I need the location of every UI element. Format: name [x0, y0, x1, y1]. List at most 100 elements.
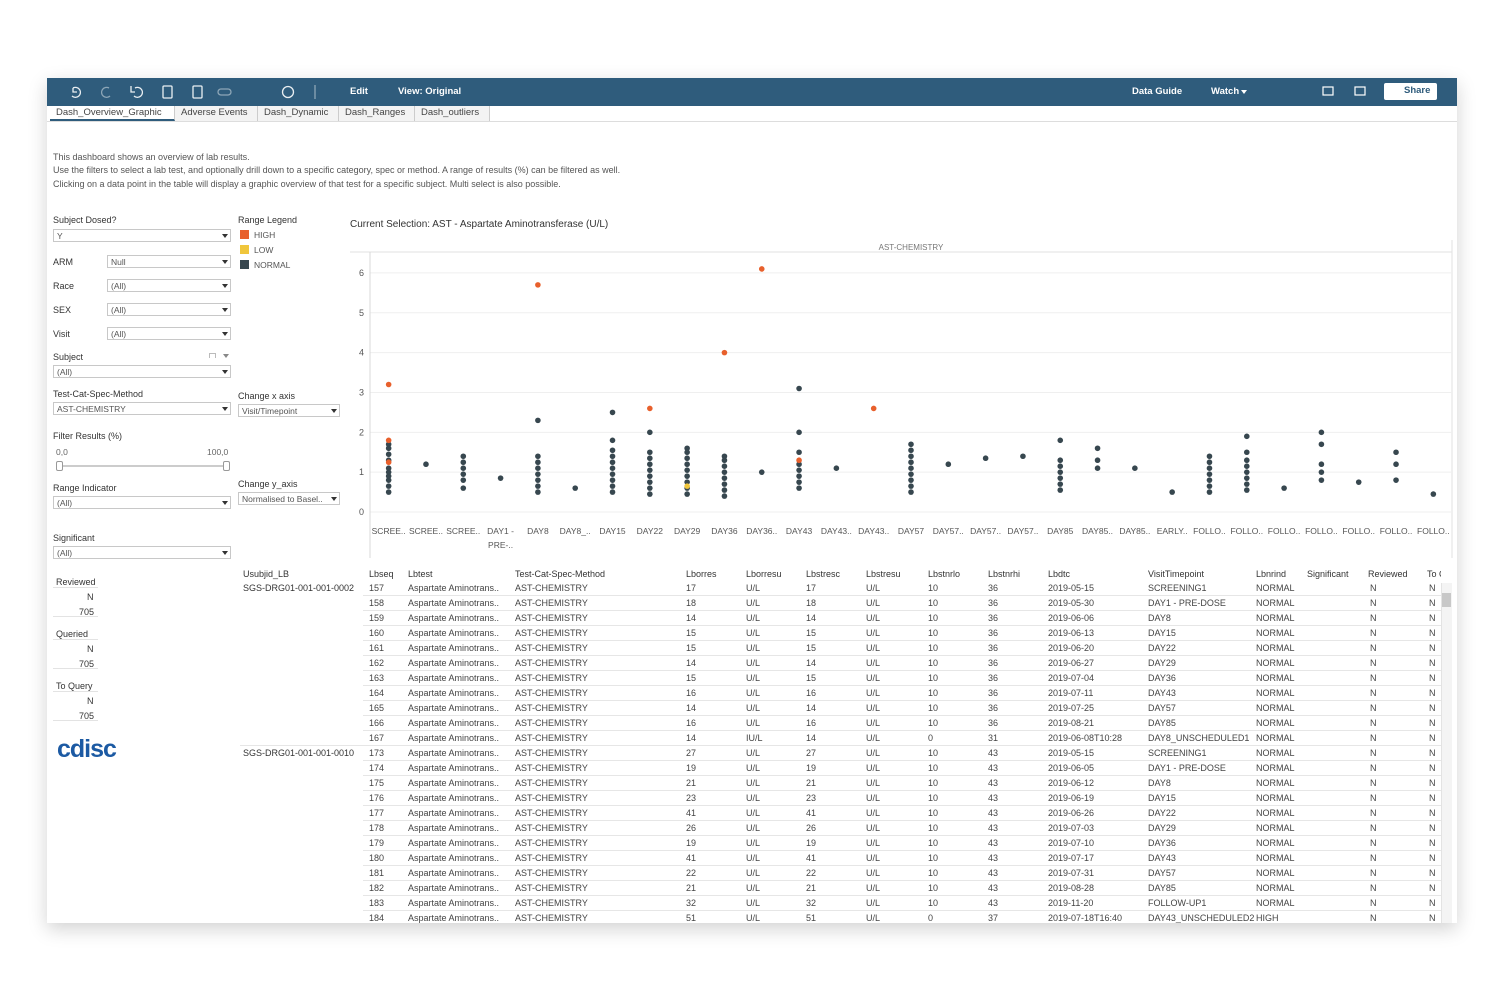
table-cell[interactable]: 43 — [988, 883, 999, 893]
table-cell[interactable]: N — [1429, 823, 1436, 833]
table-cell[interactable]: 51 — [806, 913, 817, 923]
table-cell[interactable]: AST-CHEMISTRY — [515, 643, 588, 653]
table-cell[interactable]: DAY15 — [1148, 628, 1176, 638]
table-cell[interactable]: DAY36 — [1148, 673, 1176, 683]
table-cell[interactable]: 36 — [988, 613, 999, 623]
table-cell[interactable]: N — [1370, 868, 1377, 878]
table-cell[interactable]: NORMAL — [1256, 823, 1295, 833]
table-cell[interactable]: 19 — [806, 838, 817, 848]
table-cell[interactable]: Aspartate Aminotrans.. — [408, 673, 500, 683]
table-cell[interactable]: 10 — [928, 673, 939, 683]
table-cell[interactable]: Aspartate Aminotrans.. — [408, 643, 500, 653]
table-cell[interactable]: U/L — [746, 643, 761, 653]
dropdown[interactable]: Y — [53, 229, 231, 242]
table-cell[interactable]: 14 — [686, 613, 697, 623]
dropdown-value[interactable]: Null — [111, 257, 126, 267]
table-cell[interactable]: U/L — [866, 658, 881, 668]
table-cell[interactable]: N — [1429, 793, 1436, 803]
dropdown[interactable]: (All) — [53, 365, 231, 378]
table-cell[interactable]: 10 — [928, 688, 939, 698]
table-cell[interactable]: 23 — [806, 793, 817, 803]
table-cell[interactable]: 41 — [686, 808, 697, 818]
scroll-thumb[interactable] — [1442, 593, 1451, 607]
table-cell[interactable]: 0 — [928, 733, 934, 743]
table-cell[interactable]: U/L — [746, 793, 761, 803]
table-cell[interactable]: N — [1429, 763, 1436, 773]
table-cell[interactable]: N — [1370, 853, 1377, 863]
dropdown[interactable]: Null — [107, 255, 231, 268]
table-cell[interactable]: 36 — [988, 643, 999, 653]
table-cell[interactable]: U/L — [866, 778, 881, 788]
table-cell[interactable]: NORMAL — [1256, 583, 1295, 593]
table-cell[interactable]: 43 — [988, 838, 999, 848]
table-cell[interactable]: 158 — [369, 598, 385, 608]
table-cell[interactable]: U/L — [866, 703, 881, 713]
table-cell[interactable]: N — [1370, 748, 1377, 758]
share-button[interactable]: Share — [1384, 83, 1437, 100]
table-cell[interactable]: 41 — [806, 853, 817, 863]
dropdown-value[interactable]: (All) — [57, 548, 73, 558]
share-label[interactable]: Share — [1404, 85, 1431, 96]
dropdown-value[interactable]: AST-CHEMISTRY — [57, 404, 126, 414]
table-cell[interactable]: N — [1370, 898, 1377, 908]
table-cell[interactable]: N — [1370, 628, 1377, 638]
dropdown[interactable]: Visit/Timepoint — [238, 404, 340, 417]
table-cell[interactable]: U/L — [746, 658, 761, 668]
table-cell[interactable]: N — [1370, 808, 1377, 818]
table-cell[interactable]: NORMAL — [1256, 763, 1295, 773]
table-cell[interactable]: N — [1370, 778, 1377, 788]
table-cell[interactable]: 2019-06-05 — [1048, 763, 1095, 773]
table-cell[interactable]: 19 — [806, 763, 817, 773]
table-cell[interactable]: 36 — [988, 658, 999, 668]
table-cell[interactable]: 10 — [928, 718, 939, 728]
table-cell[interactable]: 26 — [806, 823, 817, 833]
table-cell[interactable]: 43 — [988, 793, 999, 803]
table-cell[interactable]: NORMAL — [1256, 643, 1295, 653]
table-cell[interactable]: 14 — [806, 658, 817, 668]
table-cell[interactable]: 10 — [928, 658, 939, 668]
table-cell[interactable]: N — [1370, 763, 1377, 773]
table-cell[interactable]: Aspartate Aminotrans.. — [408, 883, 500, 893]
table-cell[interactable]: Aspartate Aminotrans.. — [408, 628, 500, 638]
table-cell[interactable]: 10 — [928, 748, 939, 758]
table-cell[interactable]: SCREENING1 — [1148, 748, 1207, 758]
table-cell[interactable]: DAY1 - PRE-DOSE — [1148, 763, 1226, 773]
table-cell[interactable]: AST-CHEMISTRY — [515, 598, 588, 608]
table-cell[interactable]: 19 — [686, 838, 697, 848]
table-cell[interactable]: N — [1370, 598, 1377, 608]
table-cell[interactable]: N — [1429, 628, 1436, 638]
table-cell[interactable]: 14 — [686, 658, 697, 668]
table-cell[interactable]: U/L — [746, 688, 761, 698]
tab[interactable]: Dash_Overview_Graphic — [50, 106, 175, 121]
table-cell[interactable]: U/L — [746, 673, 761, 683]
table-cell[interactable]: 10 — [928, 793, 939, 803]
table-cell[interactable]: N — [1429, 898, 1436, 908]
tab-label[interactable]: Dash_Dynamic — [264, 107, 329, 118]
table-cell[interactable]: DAY8 — [1148, 778, 1171, 788]
table-cell[interactable]: Aspartate Aminotrans.. — [408, 583, 500, 593]
tab-label[interactable]: Dash_Ranges — [345, 107, 406, 118]
table-cell[interactable]: U/L — [746, 763, 761, 773]
table-cell[interactable]: NORMAL — [1256, 898, 1295, 908]
table-cell[interactable]: N — [1370, 703, 1377, 713]
table-cell[interactable]: 2019-07-11 — [1048, 688, 1094, 698]
table-cell[interactable]: U/L — [866, 643, 881, 653]
table-cell[interactable]: 10 — [928, 898, 939, 908]
table-cell[interactable]: AST-CHEMISTRY — [515, 838, 588, 848]
table-cell[interactable]: Aspartate Aminotrans.. — [408, 748, 500, 758]
table-cell[interactable]: DAY36 — [1148, 838, 1176, 848]
table-cell[interactable]: Aspartate Aminotrans.. — [408, 808, 500, 818]
table-cell[interactable]: N — [1429, 718, 1436, 728]
table-cell[interactable]: N — [1370, 658, 1377, 668]
table-cell[interactable]: NORMAL — [1256, 778, 1295, 788]
table-cell[interactable]: 21 — [806, 778, 817, 788]
table-cell[interactable]: NORMAL — [1256, 628, 1295, 638]
table-cell[interactable]: DAY15 — [1148, 793, 1176, 803]
table-cell[interactable]: U/L — [746, 913, 761, 923]
table-cell[interactable]: N — [1370, 643, 1377, 653]
table-cell[interactable]: N — [1429, 643, 1436, 653]
table-cell[interactable]: U/L — [866, 718, 881, 728]
table-cell[interactable]: 2019-06-19 — [1048, 793, 1095, 803]
table-cell[interactable]: 2019-06-12 — [1048, 778, 1095, 788]
table-cell[interactable]: 2019-07-25 — [1048, 703, 1095, 713]
